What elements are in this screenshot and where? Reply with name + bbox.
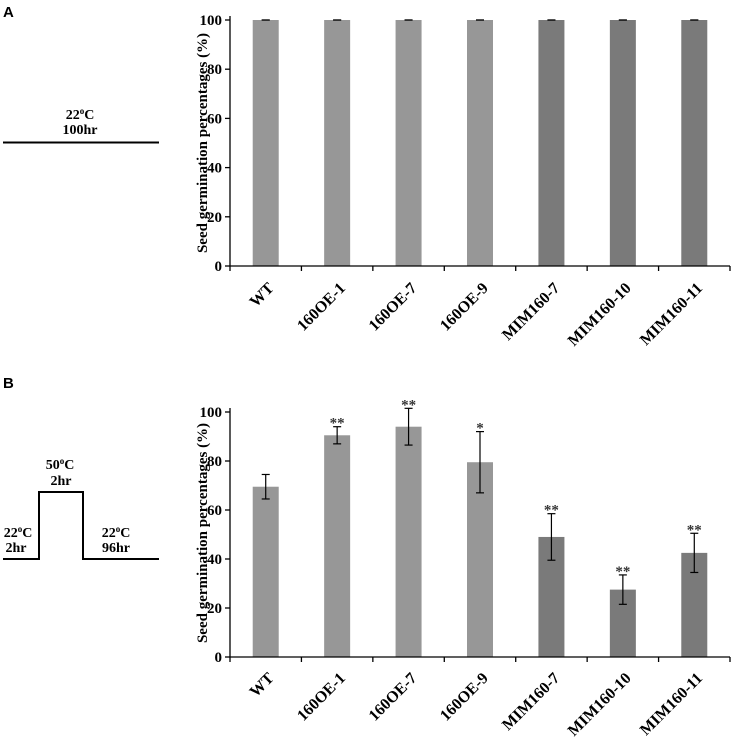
panel-a-y-tick-label-100: 100 [200, 13, 223, 29]
panel-b-step2-duration: 2hr [51, 474, 72, 489]
panel-b-step3-temp-value: 22 [102, 526, 116, 541]
panel-a-bar-160oe-1 [324, 20, 351, 266]
panel-b-error-bar-wt [261, 473, 270, 500]
panel-a-bar-160oe-9 [467, 20, 493, 266]
panel-b-step1-temp-value: 22 [4, 526, 18, 541]
panel-b-significance-160oe-1: ** [330, 416, 345, 432]
panel-a-bar-mim160-10 [609, 20, 636, 266]
panel-b-step3-temp-sup: o [116, 524, 121, 534]
panel-b-category-label-160oe-9: 160OE-9 [437, 670, 492, 725]
panel-a-y-tick-label-20: 20 [207, 210, 222, 226]
panel-a-bar-chart: Seed germination percentages (%) WT 160OE… [195, 13, 731, 350]
panel-b-label: B [3, 375, 14, 392]
panel-a-bar-mim160-11 [681, 20, 708, 266]
panel-a-y-tick-label-40: 40 [207, 161, 222, 177]
panel-a-category-label-160oe-7: 160OE-7 [366, 280, 421, 335]
panel-b-category-label-wt: WT [247, 670, 278, 701]
panel-b-y-tick-label-40: 40 [207, 552, 222, 568]
panel-b-bar-160oe-9 [467, 462, 493, 657]
panel-b-y-axis-title: Seed germination percentages (%) [195, 423, 211, 643]
panel-a-y-axis-title: Seed germination percentages (%) [195, 33, 211, 253]
panel-a-temp-label: 22oC [66, 106, 95, 123]
panel-b-y-tick-label-20: 20 [207, 601, 222, 617]
panel-b-significance-mim160-7: ** [544, 503, 559, 519]
panel-b-step2-temp-sup: o [60, 456, 65, 466]
panel-a-temp-sup: o [80, 106, 85, 116]
panel-b-step2-temp: 50oC [46, 456, 75, 473]
panel-b-step1-temp-unit: C [22, 526, 32, 541]
panel-b-y-tick-label-0: 0 [215, 650, 223, 666]
panel-b-significance-160oe-9: * [476, 421, 484, 437]
panel-a-bar-160oe-7 [395, 20, 422, 266]
panel-a-y-tick-label-80: 80 [207, 62, 222, 78]
panel-a-temp-unit: C [84, 108, 94, 123]
panel-b-step1-temp-sup: o [18, 524, 23, 534]
panel-b-y-tick-label-100: 100 [200, 405, 223, 421]
panel-a-label: A [3, 4, 14, 21]
panel-b-y-tick-label-60: 60 [207, 503, 222, 519]
panel-a-temp-value: 22 [66, 108, 80, 123]
panel-a-duration: 100hr [63, 123, 98, 138]
panel-b-category-label-mim160-7: MIM160-7 [499, 670, 563, 734]
panel-b-significance-mim160-10: ** [615, 564, 630, 580]
panel-b-condition-diagram: 22oC 2hr 50oC 2hr 22oC 96hr [3, 456, 159, 560]
panel-b-step1-temp: 22oC [4, 524, 33, 541]
panel-b-y-tick-label-80: 80 [207, 454, 222, 470]
panel-a-category-label-160oe-1: 160OE-1 [294, 280, 349, 335]
panel-b-step2-temp-value: 50 [46, 458, 60, 473]
panel-b-error-bar-mim160-7 [547, 513, 556, 561]
panel-a-category-label-mim160-11: MIM160-11 [637, 280, 706, 349]
panel-b-step3-duration: 96hr [102, 541, 130, 556]
panel-a-category-label-160oe-9: 160OE-9 [437, 280, 492, 335]
panel-b-temperature-profile [3, 491, 159, 560]
panel-b-significance-160oe-7: ** [401, 397, 416, 413]
panel-b-error-bar-mim160-10 [618, 574, 627, 605]
panel-b-bar-wt [252, 486, 279, 657]
panel-a-y-tick-label-0: 0 [215, 259, 223, 275]
panel-b-step3-temp: 22oC [102, 524, 131, 541]
panel-b-category-label-160oe-1: 160OE-1 [294, 670, 349, 725]
panel-a-bar-wt [252, 20, 279, 266]
panel-b-step3-temp-unit: C [120, 526, 130, 541]
panel-b-error-bar-160oe-7 [404, 407, 413, 446]
panel-a-category-label-mim160-7: MIM160-7 [499, 280, 563, 344]
panel-b-step2-temp-unit: C [64, 458, 74, 473]
panel-b-category-label-160oe-7: 160OE-7 [366, 670, 421, 725]
panel-b-category-label-mim160-10: MIM160-10 [565, 670, 635, 740]
panel-a-y-tick-label-60: 60 [207, 111, 222, 127]
panel-b-error-bar-160oe-9 [476, 431, 484, 494]
panel-a-category-label-wt: WT [247, 280, 278, 311]
panel-b-bar-160oe-1 [324, 435, 351, 657]
panel-a-condition-diagram: 22oC 100hr [3, 106, 159, 144]
panel-b-bar-160oe-7 [395, 426, 422, 657]
panel-b-error-bar-160oe-1 [333, 426, 342, 445]
panel-b-category-label-mim160-11: MIM160-11 [637, 670, 706, 739]
panel-b-error-bar-mim160-11 [690, 532, 699, 574]
panel-b-bar-chart: Seed germination percentages (%) WT ** 160… [195, 397, 731, 740]
panel-b-significance-mim160-11: ** [687, 522, 702, 538]
panel-b-step1-duration: 2hr [6, 541, 27, 556]
panel-a-bar-mim160-7 [538, 20, 565, 266]
panel-a-category-label-mim160-10: MIM160-10 [565, 280, 635, 350]
